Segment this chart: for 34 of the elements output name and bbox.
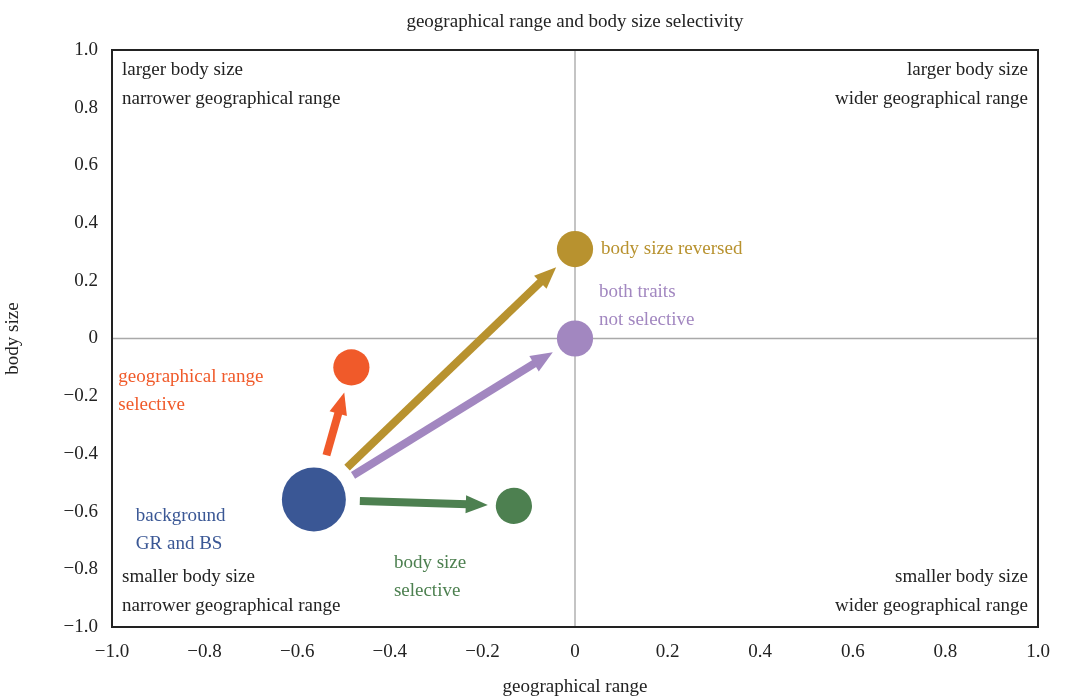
annotation: smaller body size narrower geographical range <box>122 564 341 615</box>
y-tick-label: −0.4 <box>63 441 99 463</box>
annotation: smaller body size wider geographical range <box>834 564 1028 615</box>
annotation: larger body size narrower geographical range <box>122 57 341 108</box>
x-tick-label: 0.2 <box>655 640 680 662</box>
x-tick-label: −1.0 <box>94 640 130 662</box>
x-tick-label: −0.2 <box>465 640 500 662</box>
y-tick-label: 0.6 <box>74 153 98 175</box>
y-tick-label: −0.6 <box>63 499 98 521</box>
x-tick-label: 0.8 <box>933 640 958 662</box>
y-tick-label: 0 <box>88 326 98 348</box>
y-tick-label: 0.8 <box>74 95 98 117</box>
x-axis-title: geographical range <box>502 674 648 696</box>
y-tick-label: 0.2 <box>74 268 98 290</box>
x-tick-label: −0.8 <box>187 640 222 662</box>
chart-title: geographical range and body size selectivity <box>406 9 745 31</box>
y-tick-label: −0.8 <box>63 557 98 579</box>
x-tick-label: −0.4 <box>372 640 408 662</box>
x-tick-label: 1.0 <box>1026 640 1050 662</box>
text: background GR and BS <box>135 504 227 554</box>
x-tick-label: 0.4 <box>748 640 773 662</box>
y-axis-title: body size <box>1 302 23 375</box>
y-tick-label: 1.0 <box>74 37 98 59</box>
x-tick-label: 0 <box>570 640 580 662</box>
x-tick-label: 0.6 <box>840 640 865 662</box>
text: body size selective <box>393 550 467 600</box>
y-tick-label: −1.0 <box>63 614 98 636</box>
annotation: larger body size wider geographical range <box>834 57 1028 108</box>
series-label: both traits not selective <box>599 280 695 330</box>
series-label: body size reversed <box>601 237 743 259</box>
text: geographical range selective <box>118 365 264 415</box>
x-tick-label: −0.6 <box>279 640 315 662</box>
y-tick-label: 0.4 <box>74 211 99 233</box>
y-tick-label: −0.2 <box>63 384 98 406</box>
